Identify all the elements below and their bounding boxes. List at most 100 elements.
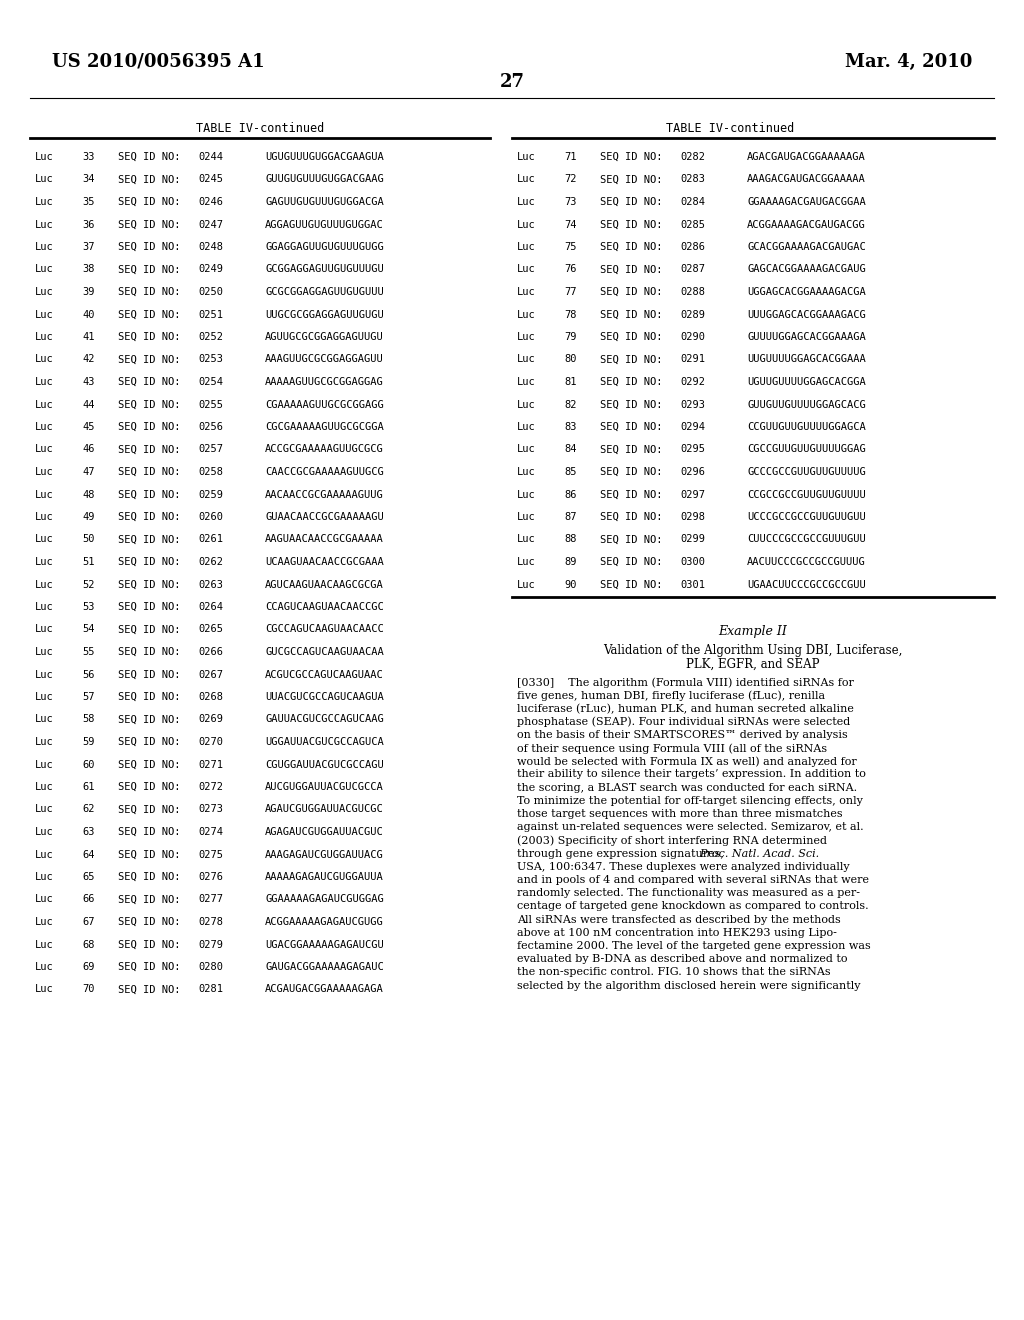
Text: 67: 67 xyxy=(82,917,94,927)
Text: GCGGAGGAGUUGUGUUUGU: GCGGAGGAGUUGUGUUUGU xyxy=(265,264,384,275)
Text: 0292: 0292 xyxy=(680,378,705,387)
Text: 41: 41 xyxy=(82,333,94,342)
Text: AGACGAUGACGGAAAAAGA: AGACGAUGACGGAAAAAGA xyxy=(746,152,865,162)
Text: (2003) Specificity of short interfering RNA determined: (2003) Specificity of short interfering … xyxy=(517,836,827,846)
Text: 0266: 0266 xyxy=(198,647,223,657)
Text: SEQ ID NO:: SEQ ID NO: xyxy=(118,985,180,994)
Text: SEQ ID NO:: SEQ ID NO: xyxy=(118,873,180,882)
Text: 0262: 0262 xyxy=(198,557,223,568)
Text: UCAAGUAACAACCGCGAAA: UCAAGUAACAACCGCGAAA xyxy=(265,557,384,568)
Text: Luc: Luc xyxy=(517,422,536,432)
Text: GUUUUGGAGCACGGAAAGA: GUUUUGGAGCACGGAAAGA xyxy=(746,333,865,342)
Text: Luc: Luc xyxy=(35,940,53,949)
Text: Luc: Luc xyxy=(35,602,53,612)
Text: 0275: 0275 xyxy=(198,850,223,859)
Text: 0299: 0299 xyxy=(680,535,705,544)
Text: 89: 89 xyxy=(564,557,577,568)
Text: 81: 81 xyxy=(564,378,577,387)
Text: SEQ ID NO:: SEQ ID NO: xyxy=(600,422,663,432)
Text: Luc: Luc xyxy=(517,400,536,409)
Text: CGCCGUUGUUGUUUUGGAG: CGCCGUUGUUGUUUUGGAG xyxy=(746,445,865,454)
Text: AGUUGCGCGGAGGAGUUGU: AGUUGCGCGGAGGAGUUGU xyxy=(265,333,384,342)
Text: SEQ ID NO:: SEQ ID NO: xyxy=(600,512,663,521)
Text: 58: 58 xyxy=(82,714,94,725)
Text: Luc: Luc xyxy=(35,759,53,770)
Text: Luc: Luc xyxy=(517,490,536,499)
Text: 73: 73 xyxy=(564,197,577,207)
Text: SEQ ID NO:: SEQ ID NO: xyxy=(118,714,180,725)
Text: AAAAAGUUGCGCGGAGGAG: AAAAAGUUGCGCGGAGGAG xyxy=(265,378,384,387)
Text: GUUGUUGUUUUGGAGCACG: GUUGUUGUUUUGGAGCACG xyxy=(746,400,865,409)
Text: 0254: 0254 xyxy=(198,378,223,387)
Text: 44: 44 xyxy=(82,400,94,409)
Text: 80: 80 xyxy=(564,355,577,364)
Text: 70: 70 xyxy=(82,985,94,994)
Text: SEQ ID NO:: SEQ ID NO: xyxy=(600,579,663,590)
Text: the scoring, a BLAST search was conducted for each siRNA.: the scoring, a BLAST search was conducte… xyxy=(517,783,857,792)
Text: Luc: Luc xyxy=(35,490,53,499)
Text: 27: 27 xyxy=(500,73,524,91)
Text: SEQ ID NO:: SEQ ID NO: xyxy=(118,579,180,590)
Text: SEQ ID NO:: SEQ ID NO: xyxy=(118,828,180,837)
Text: SEQ ID NO:: SEQ ID NO: xyxy=(118,490,180,499)
Text: Luc: Luc xyxy=(35,197,53,207)
Text: Luc: Luc xyxy=(35,985,53,994)
Text: SEQ ID NO:: SEQ ID NO: xyxy=(600,152,663,162)
Text: their ability to silence their targets’ expression. In addition to: their ability to silence their targets’ … xyxy=(517,770,866,779)
Text: SEQ ID NO:: SEQ ID NO: xyxy=(600,309,663,319)
Text: Luc: Luc xyxy=(517,197,536,207)
Text: 78: 78 xyxy=(564,309,577,319)
Text: SEQ ID NO:: SEQ ID NO: xyxy=(118,759,180,770)
Text: GUCGCCAGUCAAGUAACAA: GUCGCCAGUCAAGUAACAA xyxy=(265,647,384,657)
Text: 0252: 0252 xyxy=(198,333,223,342)
Text: Luc: Luc xyxy=(517,152,536,162)
Text: 36: 36 xyxy=(82,219,94,230)
Text: Luc: Luc xyxy=(35,804,53,814)
Text: SEQ ID NO:: SEQ ID NO: xyxy=(118,174,180,185)
Text: GAUGACGGAAAAAGAGAUC: GAUGACGGAAAAAGAGAUC xyxy=(265,962,384,972)
Text: above at 100 nM concentration into HEK293 using Lipo-: above at 100 nM concentration into HEK29… xyxy=(517,928,837,937)
Text: 55: 55 xyxy=(82,647,94,657)
Text: AAAGUUGCGCGGAGGAGUU: AAAGUUGCGCGGAGGAGUU xyxy=(265,355,384,364)
Text: 0281: 0281 xyxy=(198,985,223,994)
Text: SEQ ID NO:: SEQ ID NO: xyxy=(600,467,663,477)
Text: AGUCAAGUAACAAGCGCGA: AGUCAAGUAACAAGCGCGA xyxy=(265,579,384,590)
Text: AAAGAGAUCGUGGAUUACG: AAAGAGAUCGUGGAUUACG xyxy=(265,850,384,859)
Text: 33: 33 xyxy=(82,152,94,162)
Text: CGCGAAAAAGUUGCGCGGA: CGCGAAAAAGUUGCGCGGA xyxy=(265,422,384,432)
Text: Luc: Luc xyxy=(35,962,53,972)
Text: 38: 38 xyxy=(82,264,94,275)
Text: 0268: 0268 xyxy=(198,692,223,702)
Text: Luc: Luc xyxy=(35,242,53,252)
Text: SEQ ID NO:: SEQ ID NO: xyxy=(118,669,180,680)
Text: Luc: Luc xyxy=(35,917,53,927)
Text: 35: 35 xyxy=(82,197,94,207)
Text: Luc: Luc xyxy=(517,512,536,521)
Text: SEQ ID NO:: SEQ ID NO: xyxy=(600,355,663,364)
Text: SEQ ID NO:: SEQ ID NO: xyxy=(118,333,180,342)
Text: 75: 75 xyxy=(564,242,577,252)
Text: SEQ ID NO:: SEQ ID NO: xyxy=(118,602,180,612)
Text: ACGAUGACGGAAAAAGAGA: ACGAUGACGGAAAAAGAGA xyxy=(265,985,384,994)
Text: evaluated by B-DNA as described above and normalized to: evaluated by B-DNA as described above an… xyxy=(517,954,848,964)
Text: Luc: Luc xyxy=(517,445,536,454)
Text: 86: 86 xyxy=(564,490,577,499)
Text: against un-related sequences were selected. Semizarov, et al.: against un-related sequences were select… xyxy=(517,822,863,832)
Text: 62: 62 xyxy=(82,804,94,814)
Text: Luc: Luc xyxy=(35,219,53,230)
Text: Luc: Luc xyxy=(35,355,53,364)
Text: 87: 87 xyxy=(564,512,577,521)
Text: 47: 47 xyxy=(82,467,94,477)
Text: 54: 54 xyxy=(82,624,94,635)
Text: 0270: 0270 xyxy=(198,737,223,747)
Text: SEQ ID NO:: SEQ ID NO: xyxy=(600,219,663,230)
Text: 37: 37 xyxy=(82,242,94,252)
Text: SEQ ID NO:: SEQ ID NO: xyxy=(118,850,180,859)
Text: UGACGGAAAAAGAGAUCGU: UGACGGAAAAAGAGAUCGU xyxy=(265,940,384,949)
Text: Luc: Luc xyxy=(517,286,536,297)
Text: SEQ ID NO:: SEQ ID NO: xyxy=(118,962,180,972)
Text: Luc: Luc xyxy=(35,422,53,432)
Text: 42: 42 xyxy=(82,355,94,364)
Text: Luc: Luc xyxy=(35,737,53,747)
Text: SEQ ID NO:: SEQ ID NO: xyxy=(118,647,180,657)
